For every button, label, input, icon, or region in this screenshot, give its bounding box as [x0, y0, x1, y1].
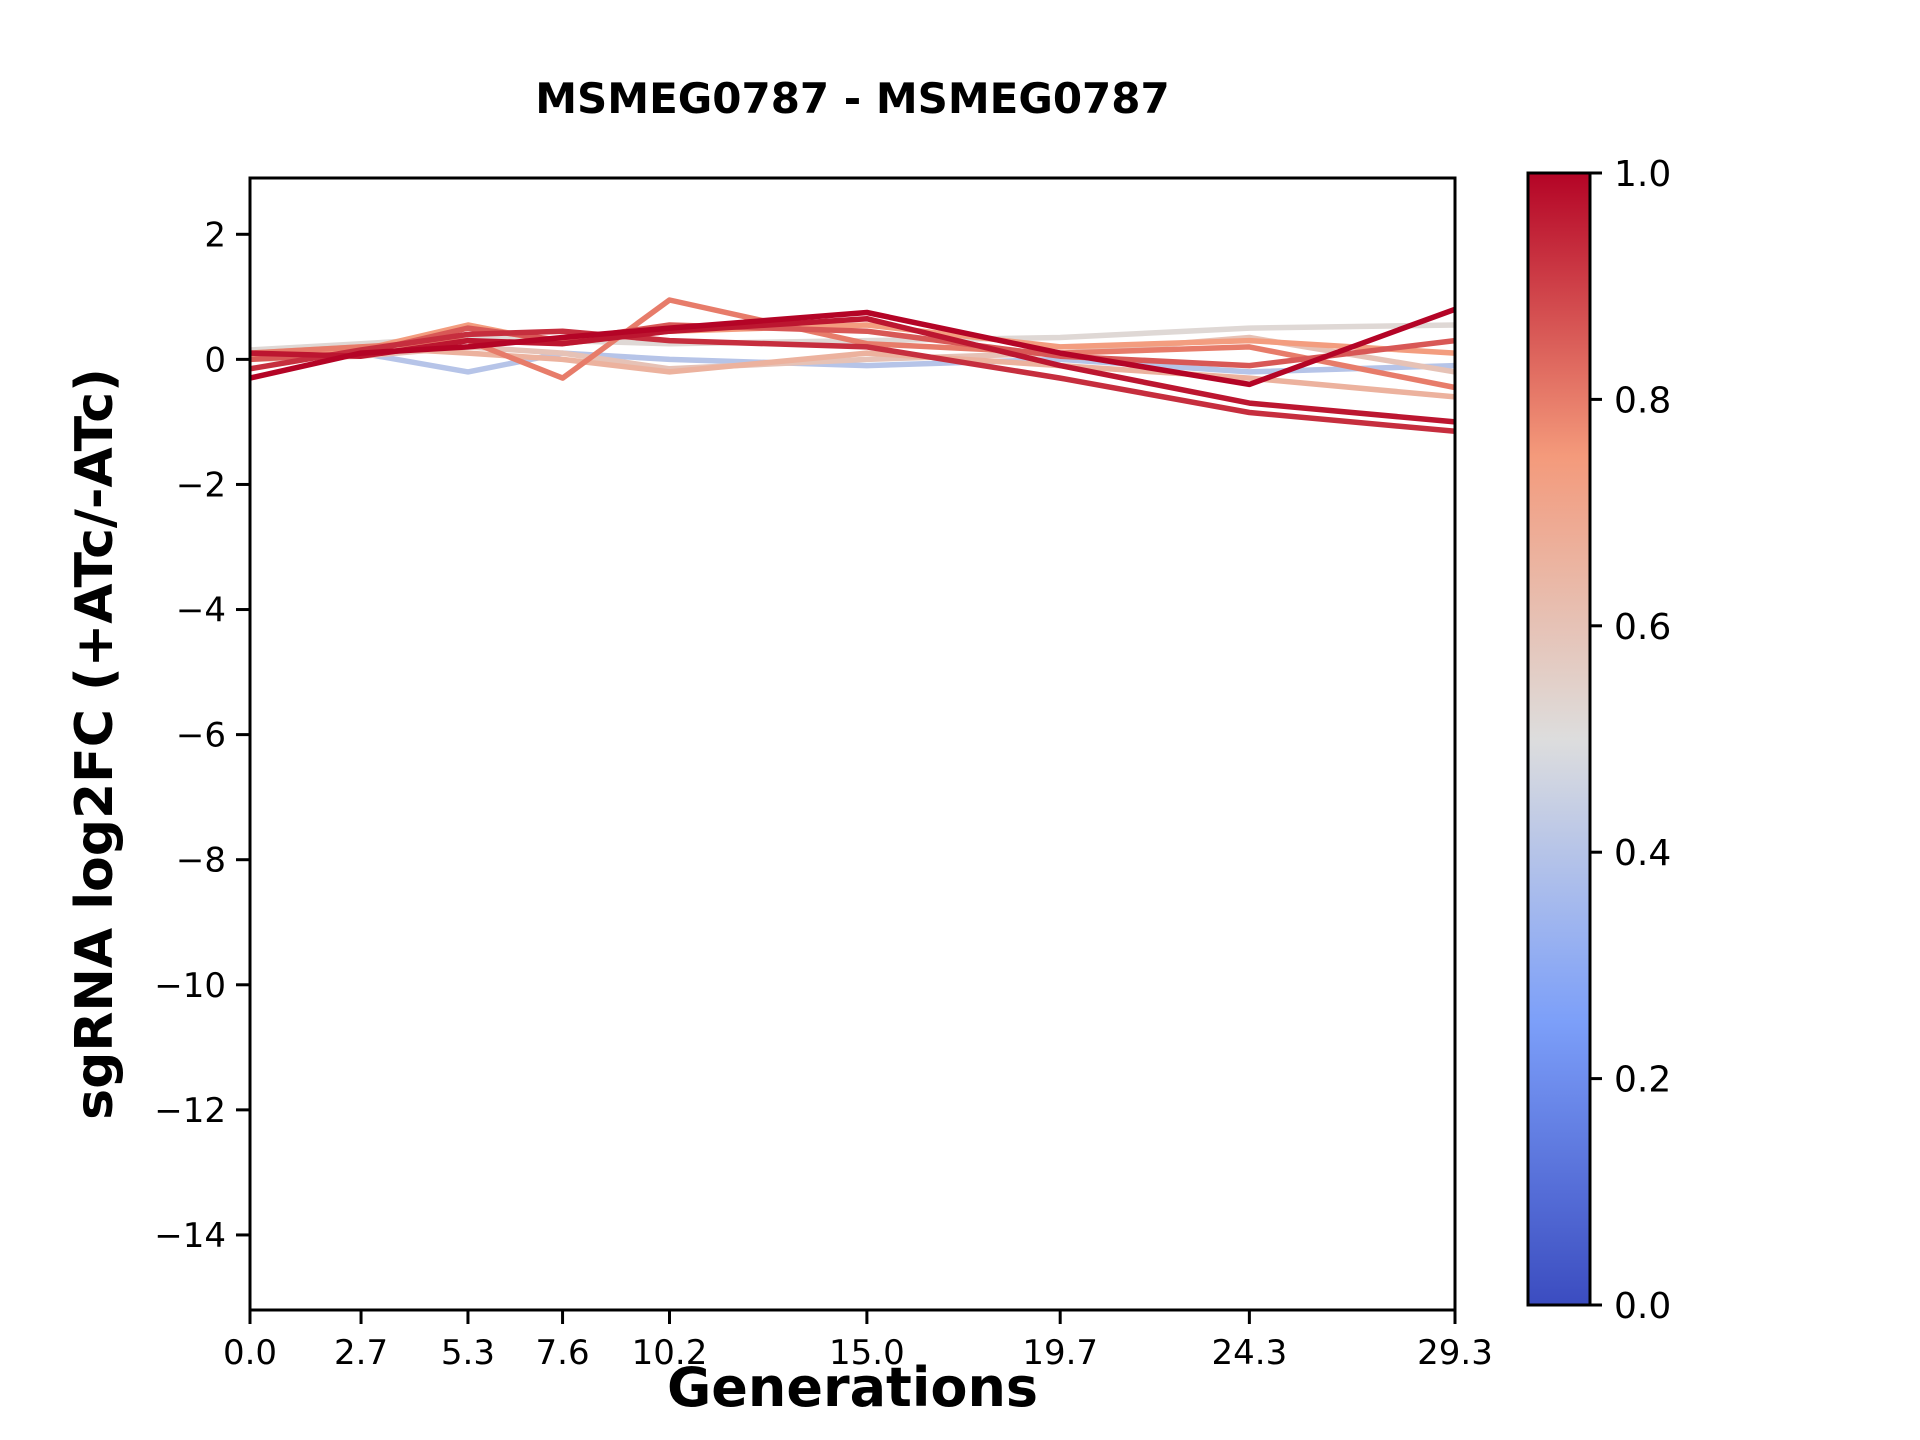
x-tick-label: 0.0 — [223, 1333, 277, 1373]
x-tick-label: 19.7 — [1022, 1333, 1098, 1373]
series-line — [249, 306, 1456, 388]
colorbar-tick-label: 0.0 — [1614, 1286, 1671, 1327]
colorbar-gradient — [1528, 173, 1590, 1305]
colorbar-border — [1526, 171, 1592, 1307]
colorbar-tick-label: 0.4 — [1614, 833, 1671, 874]
x-tick-label: 5.3 — [441, 1333, 495, 1373]
colorbar-tick-label: 0.8 — [1614, 380, 1671, 421]
y-tick-label: −2 — [176, 465, 226, 505]
y-tick-label: 0 — [204, 340, 226, 380]
series-line — [249, 328, 1456, 435]
y-tick-label: 2 — [204, 215, 226, 255]
x-tick-label: 2.7 — [334, 1333, 388, 1373]
colorbar-tick-label: 0.2 — [1614, 1060, 1671, 1101]
colorbar-tick-label: 1.0 — [1614, 154, 1671, 195]
x-tick-label: 29.3 — [1417, 1333, 1493, 1373]
x-tick-label: 10.2 — [632, 1333, 708, 1373]
plot-border — [248, 176, 1457, 1312]
x-axis-label: Generations — [666, 1356, 1039, 1419]
colorbar-tick-label: 0.6 — [1614, 607, 1671, 648]
x-tick-label: 7.6 — [536, 1333, 590, 1373]
chart-title: MSMEG0787 - MSMEG0787 — [535, 74, 1170, 123]
y-tick-label: −14 — [154, 1216, 226, 1256]
series-line — [249, 350, 1456, 375]
x-tick-label: 15.0 — [829, 1333, 905, 1373]
y-axis-label: sgRNA log2FC (+ATc/-ATc) — [65, 368, 125, 1120]
y-tick-label: −12 — [154, 1091, 226, 1131]
y-tick-label: −4 — [176, 591, 226, 631]
y-tick-label: −6 — [176, 716, 226, 756]
y-tick-label: −10 — [154, 966, 226, 1006]
y-tick-label: −8 — [176, 841, 226, 881]
x-tick-label: 24.3 — [1212, 1333, 1288, 1373]
